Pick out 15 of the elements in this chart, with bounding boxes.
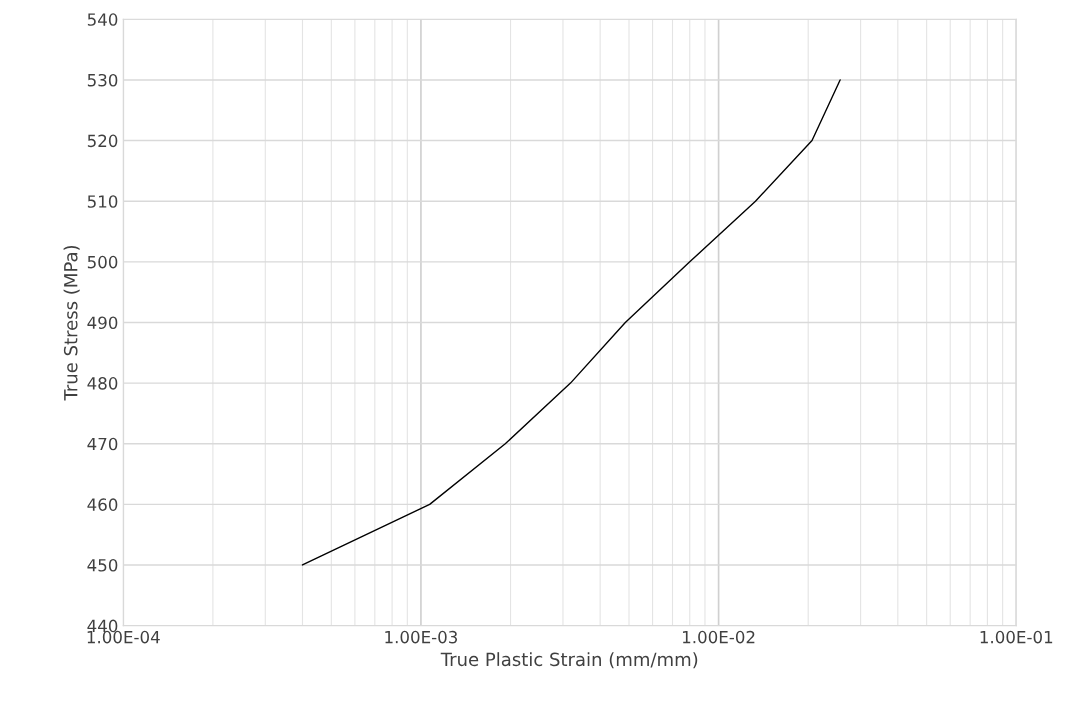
y-tick-label: 500 (87, 255, 118, 269)
y-tick-label: 510 (87, 195, 118, 208)
y-tick-label: 480 (87, 377, 118, 390)
y-tick-label: 450 (87, 558, 118, 572)
x-tick-label: 1.00E-03 (385, 630, 458, 644)
y-tick-label: 470 (87, 437, 118, 451)
x-tick-label: 1.00E-02 (683, 630, 755, 644)
y-tick-label: 460 (87, 498, 118, 511)
y-tick-label: 490 (87, 316, 118, 330)
x-axis-title: True Plastic Strain (mm/mm) (440, 652, 698, 669)
y-tick-label: 540 (87, 13, 118, 26)
x-tick-label: 1.00E-01 (980, 630, 1053, 644)
y-tick-label: 530 (87, 73, 118, 87)
y-tick-label: 520 (87, 134, 118, 148)
y-axis-title: True Stress (MPa) (63, 245, 80, 401)
